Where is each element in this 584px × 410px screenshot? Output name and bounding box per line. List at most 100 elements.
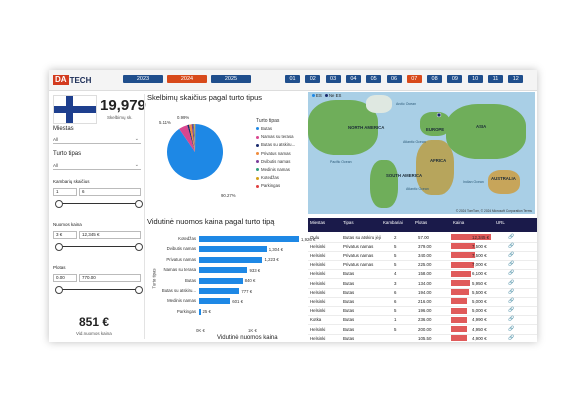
pie-legend-title: Turto tipas [256, 118, 280, 124]
link-icon[interactable]: 🔗 [508, 270, 515, 277]
month-button-07[interactable]: 07 [406, 75, 422, 83]
month-button-06[interactable]: 06 [386, 75, 402, 83]
link-icon[interactable]: 🔗 [508, 288, 515, 295]
cell-miestas: Kotka [310, 317, 322, 323]
pie-slice-3[interactable] [188, 124, 195, 152]
th-miestas[interactable]: Miestas [310, 220, 326, 225]
month-button-11[interactable]: 11 [488, 75, 503, 83]
bar-6[interactable] [199, 298, 231, 305]
cell-kaina: 5,000 € [472, 308, 487, 314]
plotas-slider[interactable] [55, 286, 143, 294]
pie-legend-item[interactable]: Parkingas [256, 183, 280, 188]
pie-legend-item[interactable]: Butas [256, 126, 272, 131]
kambariai-slider-min-handle[interactable] [55, 200, 63, 208]
th-kaina[interactable]: Kaina [453, 220, 465, 225]
pie-legend-item[interactable]: Namas su terasa [256, 134, 293, 139]
th-plotas[interactable]: Plotas [415, 220, 428, 225]
bar-4[interactable] [199, 277, 243, 284]
pie-slice-1[interactable] [179, 125, 195, 152]
table-row[interactable]: Helsinki Butas 6 194.00 5,500 € 🔗 [308, 288, 537, 298]
cell-miestas: Helsinki [310, 243, 326, 249]
bar-2[interactable] [199, 256, 263, 263]
miestas-dropdown[interactable]: All ⌄ [53, 136, 141, 144]
plotas-min-input[interactable]: 0.00 [53, 274, 77, 282]
pie-legend-item[interactable]: Butas su atskiru... [256, 142, 295, 147]
link-icon[interactable]: 🔗 [508, 251, 515, 258]
table-row[interactable]: Helsinki Butas 4 158.00 6,100 € 🔗 [308, 270, 537, 280]
nuomos-min-input[interactable]: 3 € [53, 231, 77, 239]
link-icon[interactable]: 🔗 [508, 242, 515, 249]
table-row[interactable]: Helsinki Privatus namas 5 225.00 7,000 € 🔗 [308, 261, 537, 271]
year-button-2024[interactable]: 2024 [167, 75, 207, 83]
bar-0[interactable] [199, 236, 299, 242]
link-icon[interactable]: 🔗 [508, 279, 515, 286]
listings-table[interactable]: Miestas Tipas Kambariai Plotas Kaina URL… [308, 218, 537, 342]
legend-es-dot [312, 94, 315, 98]
pie-legend-item[interactable]: Medinis namas [256, 167, 290, 172]
month-button-10[interactable]: 10 [467, 75, 483, 83]
world-map[interactable]: ES Ne ES NORTH AMERICA EUROPE ASIA AFRIC… [308, 92, 535, 214]
th-tipas[interactable]: Tipas [343, 220, 354, 225]
bar-3[interactable] [199, 267, 248, 274]
nuomos-slider-max-handle[interactable] [135, 243, 143, 251]
month-button-04[interactable]: 04 [345, 75, 361, 83]
link-icon[interactable]: 🔗 [508, 307, 515, 314]
table-row[interactable]: Helsinki Butas 3 134.00 5,950 € 🔗 [308, 279, 537, 289]
month-button-01[interactable]: 01 [285, 75, 300, 83]
month-button-12[interactable]: 12 [508, 75, 524, 83]
kambariai-slider[interactable] [55, 200, 143, 208]
nuomos-slider-min-handle[interactable] [55, 243, 63, 251]
pie-slice-5[interactable] [193, 124, 195, 152]
bar-1[interactable] [199, 246, 267, 253]
cell-miestas: Helsinki [310, 335, 326, 341]
map-copyright: © 2024 TomTom, © 2024 Microsoft Corporat… [455, 209, 532, 213]
table-row[interactable]: Kotka Butas 1 236.00 4,990 € 🔗 [308, 316, 537, 326]
month-button-05[interactable]: 05 [366, 75, 382, 83]
pie-slice-2[interactable] [187, 124, 195, 152]
cell-kaina: 5,500 € [472, 289, 487, 295]
th-url[interactable]: URL [496, 220, 505, 225]
month-button-03[interactable]: 03 [325, 75, 341, 83]
nuomos-max-input[interactable]: 12,345 € [79, 231, 141, 239]
plotas-slider-max-handle[interactable] [135, 286, 143, 294]
turto-tipas-dropdown[interactable]: All ⌄ [53, 162, 141, 170]
link-icon[interactable]: 🔗 [508, 261, 515, 268]
bar-5[interactable] [199, 288, 240, 294]
month-button-02[interactable]: 02 [305, 75, 321, 83]
pie-legend-item[interactable]: Kotedžas [256, 175, 279, 180]
pie-slice-0[interactable] [167, 124, 223, 180]
table-row[interactable]: Helsinki Privatus namas 5 379.00 7,500 € 🔗 [308, 242, 537, 252]
th-kambariai[interactable]: Kambariai [383, 220, 403, 225]
table-row[interactable]: Helsinki Butas 5 196.00 5,000 € 🔗 [308, 307, 537, 317]
price-bar [451, 326, 467, 332]
table-row[interactable]: Helsinki Privatus namas 5 340.00 7,500 € 🔗 [308, 251, 537, 261]
pie-slice-6[interactable] [194, 124, 195, 152]
pie-slice-4[interactable] [191, 124, 195, 152]
bar-value-label: 840 € [244, 278, 256, 284]
year-button-2023[interactable]: 2023 [123, 75, 163, 83]
plotas-max-input[interactable]: 770.00 [79, 274, 141, 282]
link-icon[interactable]: 🔗 [508, 316, 515, 323]
kambariai-max-input[interactable]: 6 [79, 188, 141, 196]
plotas-slider-min-handle[interactable] [55, 286, 63, 294]
link-icon[interactable]: 🔗 [508, 325, 515, 332]
month-button-08[interactable]: 08 [427, 75, 443, 83]
pie-legend-item[interactable]: Dvibutis namas [256, 159, 290, 164]
landmass-greenland [366, 95, 392, 113]
table-row[interactable]: Helsinki Butas 6 216.00 5,000 € 🔗 [308, 297, 537, 307]
map-label-indian: Indian Ocean [463, 180, 484, 184]
table-row[interactable]: Helsinki Butas 105.50 4,900 € 🔗 [308, 334, 537, 342]
chevron-down-icon: ⌄ [134, 162, 139, 168]
kambariai-min-input[interactable]: 1 [53, 188, 77, 196]
link-icon[interactable]: 🔗 [508, 233, 515, 240]
bar-7[interactable] [199, 308, 201, 315]
pie-legend-item[interactable]: Privatus namas [256, 151, 291, 156]
kambariai-slider-max-handle[interactable] [135, 200, 143, 208]
year-button-2025[interactable]: 2025 [211, 75, 251, 83]
nuomos-slider[interactable] [55, 243, 143, 251]
month-button-09[interactable]: 09 [447, 75, 463, 83]
table-row[interactable]: Helsinki Butas 5 200.00 4,950 € 🔗 [308, 325, 537, 335]
link-icon[interactable]: 🔗 [508, 297, 515, 304]
table-row[interactable]: Oulu Butas su atskiru įėjimu 2 57.00 12,345 … [308, 233, 537, 243]
link-icon[interactable]: 🔗 [508, 334, 515, 341]
